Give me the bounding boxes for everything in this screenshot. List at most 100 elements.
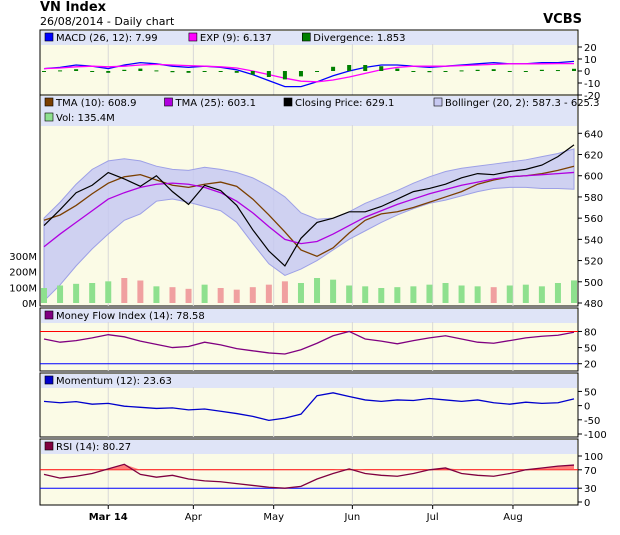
volume-bar <box>314 278 321 303</box>
momentum-legend-strip <box>41 374 577 388</box>
rsi-panel: 100 70 30 0 RSI (14): 80.27 <box>39 438 603 509</box>
divergence-bar <box>475 69 480 71</box>
volume-bar <box>378 288 385 303</box>
legend-label: MACD (26, 12): 7.99 <box>56 33 158 44</box>
legend-label: Divergence: 1.853 <box>313 33 405 44</box>
y-tick-label: 80 <box>584 327 597 338</box>
volume-tick-label: 0M <box>22 299 37 310</box>
bollinger-band <box>43 148 575 303</box>
volume-bar <box>426 284 433 303</box>
legend-label: Vol: 135.4M <box>56 113 115 124</box>
y-tick-label: 520 <box>584 257 603 268</box>
x-axis: Mar 14 Apr May Jun Jul Aug <box>89 505 523 523</box>
y-tick-label: 480 <box>584 299 603 310</box>
volume-bar <box>297 283 304 303</box>
volume-bar <box>105 281 112 303</box>
volume-tick-label: 300M <box>9 252 37 263</box>
volume-bar <box>137 280 144 303</box>
divergence-bar <box>298 71 303 77</box>
y-tick-label: -10 <box>584 79 600 90</box>
volume-bar <box>73 283 80 303</box>
page-subtitle: 26/08/2014 - Daily chart <box>40 15 175 28</box>
volume-bar <box>490 287 497 303</box>
volume-bar <box>474 286 481 303</box>
divergence-bar <box>491 69 496 71</box>
y-tick-label: 0 <box>584 67 590 78</box>
y-tick-label: 540 <box>584 235 603 246</box>
legend-swatch <box>301 32 311 42</box>
mfi-panel: 80 50 20 Money Flow Index (14): 78.58 <box>39 307 597 372</box>
y-tick-label: 580 <box>584 193 603 204</box>
volume-bar <box>57 285 64 303</box>
legend-label: Money Flow Index (14): 78.58 <box>56 311 205 322</box>
volume-bar <box>538 286 545 303</box>
y-tick-label: 500 <box>584 278 603 289</box>
volume-bar <box>442 283 449 303</box>
y-tick-label: -20 <box>584 91 600 102</box>
mfi-legend-strip <box>41 309 577 323</box>
divergence-bar <box>106 71 111 73</box>
legend-label: TMA (10): 608.9 <box>55 98 136 109</box>
divergence-bar <box>363 65 368 71</box>
divergence-bar <box>122 69 127 71</box>
y-tick-label: 20 <box>584 360 597 371</box>
x-tick-label: Apr <box>185 512 203 523</box>
volume-bar <box>185 288 192 303</box>
y-tick-label: 30 <box>584 484 597 495</box>
momentum-panel: 50 0 -50 -100 Momentum (12): 23.63 <box>39 372 607 441</box>
series-line <box>43 144 575 267</box>
y-tick-label: 0 <box>584 402 590 413</box>
divergence-bar <box>138 68 143 71</box>
divergence-bar <box>507 71 512 72</box>
legend-swatch <box>44 112 54 122</box>
legend-swatch <box>44 310 54 320</box>
volume-bar <box>506 285 513 303</box>
x-tick-label: Jul <box>426 512 439 523</box>
rsi-legend-strip <box>41 440 577 454</box>
volume-bar <box>330 279 337 303</box>
divergence-bar <box>395 68 400 71</box>
volume-bar <box>89 283 96 303</box>
price-panel: 640 620 600 580 560 540 520 500 480 300M 200M 100M 0… <box>9 94 603 310</box>
series-line <box>43 330 575 355</box>
y-tick-label: 620 <box>584 151 603 162</box>
legend-swatch <box>164 97 173 107</box>
divergence-bar <box>218 71 223 72</box>
divergence-bar <box>331 66 336 71</box>
divergence-bar <box>282 71 287 80</box>
volume-bar <box>121 278 128 303</box>
y-tick-label: 640 <box>584 129 603 140</box>
y-tick-label: 0 <box>584 498 590 509</box>
y-tick-label: -100 <box>584 430 607 441</box>
x-tick-label: Jun <box>344 512 361 523</box>
divergence-bar <box>347 65 352 71</box>
y-tick-label: 50 <box>584 344 597 355</box>
divergence-bar <box>443 71 448 72</box>
legend-label: TMA (25): 603.1 <box>175 98 256 109</box>
divergence-bar <box>250 71 255 75</box>
y-tick-label: -50 <box>584 416 600 427</box>
divergence-bar <box>315 71 320 72</box>
divergence-bar <box>90 71 95 72</box>
y-tick-label: 50 <box>584 387 597 398</box>
divergence-bar <box>266 71 271 77</box>
divergence-bar <box>411 71 416 72</box>
legend-label: Bollinger (20, 2): 587.3 - 625.3 <box>445 98 599 109</box>
y-tick-label: 20 <box>584 43 597 54</box>
series-line <box>43 62 575 83</box>
x-tick-label: May <box>263 512 284 523</box>
y-tick-label: 100 <box>584 452 603 463</box>
divergence-bar <box>42 71 46 72</box>
legend-label: Closing Price: 629.1 <box>295 98 394 109</box>
divergence-bar <box>459 70 464 72</box>
volume-bar <box>41 288 47 303</box>
legend-swatch <box>188 32 198 42</box>
volume-bar <box>554 283 561 303</box>
volume-tick-label: 100M <box>9 283 37 294</box>
series-line <box>43 171 575 248</box>
y-tick-label: 10 <box>584 55 597 66</box>
series-line <box>43 60 575 88</box>
volume-bar <box>346 285 353 303</box>
legend-swatch <box>44 32 54 42</box>
